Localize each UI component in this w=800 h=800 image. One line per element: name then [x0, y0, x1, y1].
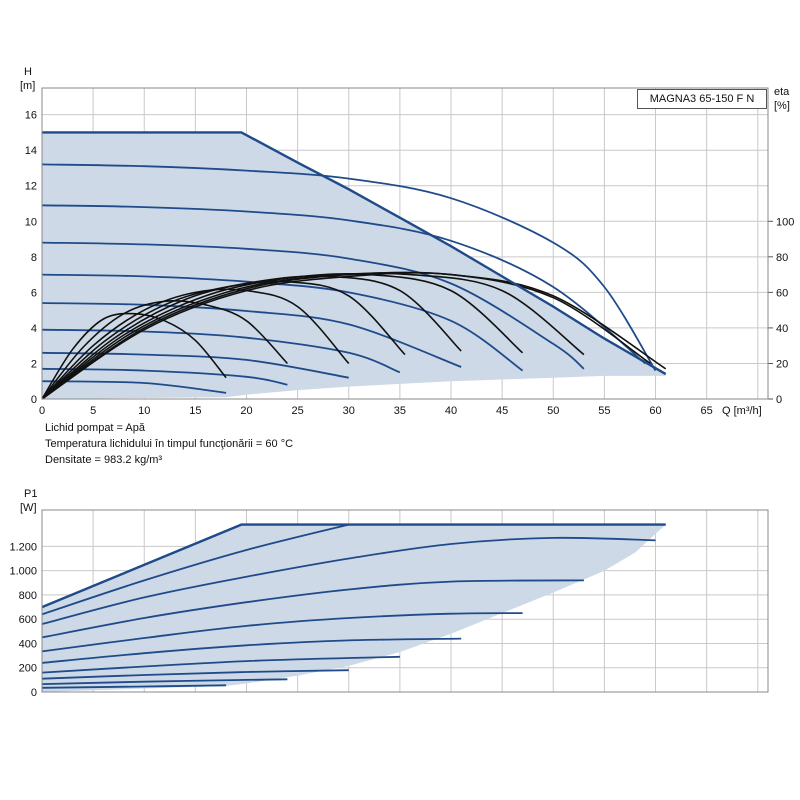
y-tick-label: 0 — [31, 394, 37, 406]
y-tick-label: 10 — [25, 216, 37, 228]
speed-curve-5 — [41, 302, 462, 368]
x-tick-label: 25 — [292, 405, 304, 417]
y2-tick-label: 0 — [776, 394, 782, 406]
x-tick-label: 15 — [189, 405, 201, 417]
liquid-note: Lichid pompat = Apă — [45, 422, 145, 434]
y2-tick-label: 100 — [776, 216, 794, 228]
y-tick-label: 14 — [25, 145, 37, 157]
head-efficiency-chart: 0 2 4 6 8 10 12 14 16 0 20 40 60 80 100 0 5 10 15 20 25 30 35 4… — [20, 66, 794, 417]
x-tick-label: 30 — [343, 405, 355, 417]
x-tick-label: 0 — [39, 405, 45, 417]
y-tick-label: 200 — [19, 663, 37, 675]
y-axis-unit: [W] — [20, 502, 37, 514]
x-tick-label: 5 — [90, 405, 96, 417]
x-tick-label: 60 — [649, 405, 661, 417]
y2-tick-label: 80 — [776, 252, 788, 264]
speed-curve-1 — [41, 163, 657, 372]
speed-curve-9 — [41, 684, 227, 689]
y-tick-label: 800 — [19, 590, 37, 602]
efficiency-curve-8 — [41, 272, 651, 400]
max-speed-curve — [41, 523, 666, 609]
efficiency-curve-6 — [41, 272, 524, 400]
model-label: MAGNA3 65-150 F N — [637, 89, 767, 109]
x-tick-label: 20 — [240, 405, 252, 417]
y2-axis-label: eta — [774, 86, 790, 98]
speed-curve-6 — [41, 655, 400, 674]
max-speed-curve — [42, 131, 667, 376]
y-tick-label: 12 — [25, 181, 37, 193]
y-axis-label: H — [24, 66, 32, 78]
y-tick-label: 1.200 — [9, 541, 37, 553]
x-tick-label: 50 — [547, 405, 559, 417]
efficiency-curve-5 — [41, 275, 462, 400]
temperature-note: Temperatura lichidului în timpul funcţio… — [45, 438, 294, 450]
efficiency-curve-9 — [41, 271, 667, 400]
y-tick-label: 600 — [19, 614, 37, 626]
y-tick-label: 1.000 — [9, 566, 37, 578]
operating-range-area — [42, 524, 666, 692]
plot-frame — [41, 509, 769, 693]
efficiency-curve-1 — [41, 312, 227, 400]
y-tick-label: 16 — [25, 110, 37, 122]
y-tick-label: 400 — [19, 638, 37, 650]
speed-curve-3 — [41, 579, 584, 639]
efficiency-curve-3 — [41, 288, 350, 400]
y-tick-label: 4 — [31, 323, 37, 335]
x-tick-label: 55 — [598, 405, 610, 417]
speed-curve-2 — [41, 536, 656, 625]
operating-range-area — [42, 132, 666, 399]
y-tick-label: 8 — [31, 252, 37, 264]
speed-curve-3 — [41, 241, 585, 370]
y-tick-label: 2 — [31, 358, 37, 370]
speed-curve-4 — [41, 612, 523, 653]
y2-axis-unit: [%] — [774, 100, 790, 112]
speed-curve-7 — [41, 669, 349, 680]
x-tick-label: 10 — [138, 405, 150, 417]
speed-curve-6 — [41, 328, 401, 374]
speed-curve-2 — [41, 204, 646, 365]
speed-curve-1 — [41, 523, 350, 616]
speed-curve-5 — [41, 637, 462, 664]
y-axis-unit: [m] — [20, 80, 35, 92]
y-tick-label: 0 — [31, 687, 37, 699]
speed-curve-4 — [41, 273, 524, 372]
y2-tick-label: 20 — [776, 358, 788, 370]
power-chart: 0 200 400 600 800 1.000 1.200 P1 [W] — [9, 488, 769, 699]
x-tick-label: 35 — [394, 405, 406, 417]
y2-tick-label: 40 — [776, 323, 788, 335]
y-axis-label: P1 — [24, 488, 37, 500]
plot-frame — [41, 87, 769, 400]
speed-curve-7 — [41, 351, 349, 379]
y2-tick-label: 60 — [776, 287, 788, 299]
x-tick-label: 45 — [496, 405, 508, 417]
speed-curve-8 — [41, 678, 288, 685]
y-tick-label: 6 — [31, 287, 37, 299]
density-note: Densitate = 983.2 kg/m³ — [45, 454, 163, 466]
x-axis-label: Q [m³/h] — [722, 405, 762, 417]
x-tick-label: 65 — [701, 405, 713, 417]
x-tick-label: 40 — [445, 405, 457, 417]
